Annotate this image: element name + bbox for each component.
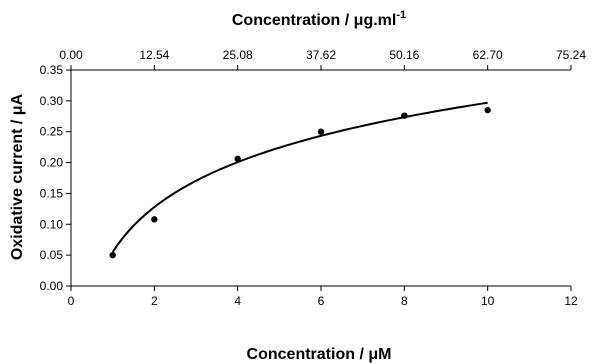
data-point	[234, 155, 241, 163]
data-point	[109, 251, 116, 259]
x-tick-label: 4	[234, 294, 241, 308]
data-point	[317, 128, 325, 135]
y-tick-label: 0.25	[40, 125, 64, 139]
y-tick-label: 0.30	[40, 94, 64, 108]
x-tick-label: 2	[151, 294, 158, 308]
top-tick-label: 62.70	[473, 48, 503, 62]
x-tick-label: 6	[318, 294, 325, 308]
top-axis-title: Concentration / μg.ml-1	[232, 9, 406, 29]
data-points	[109, 106, 491, 259]
x-tick-label: 0	[68, 294, 75, 308]
x-tick-label: 10	[481, 294, 495, 308]
fit-curve	[111, 101, 488, 253]
y-tick-label: 0.00	[40, 279, 64, 293]
top-axis-title-main: Concentration / μg.ml	[232, 12, 396, 29]
top-tick-label: 50.16	[389, 48, 419, 62]
top-tick-label: 12.54	[139, 48, 169, 62]
x-tick-label: 8	[401, 294, 408, 308]
y-tick-label: 0.10	[40, 217, 64, 231]
data-point	[484, 106, 491, 114]
y-tick-label: 0.20	[40, 156, 64, 170]
data-point	[151, 216, 158, 223]
x-ticks: 0 2 4 6 8 10 12	[68, 286, 578, 308]
top-ticks: 0.00 12.54 25.08 37.62 50.16 62.70 75.24	[59, 48, 586, 70]
y-tick-label: 0.15	[40, 186, 64, 200]
data-point	[401, 112, 408, 119]
y-tick-label: 0.05	[40, 248, 64, 262]
x-axis-title: Concentration / μM	[247, 346, 392, 363]
y-axis-title: Oxidative current / μA	[9, 93, 26, 260]
top-tick-label: 75.24	[556, 48, 586, 62]
top-tick-label: 25.08	[223, 48, 253, 62]
top-tick-label: 37.62	[306, 48, 336, 62]
y-tick-label: 0.35	[40, 63, 64, 77]
y-ticks: 0.00 0.05 0.10 0.15 0.20 0.25 0.30 0.35	[40, 63, 71, 293]
top-axis-title-superscript: -1	[396, 9, 406, 21]
x-tick-label: 12	[564, 294, 578, 308]
top-tick-label: 0.00	[59, 48, 83, 62]
